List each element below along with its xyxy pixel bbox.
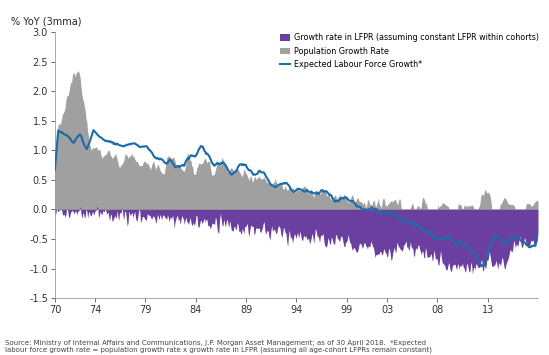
Text: % YoY (3mma): % YoY (3mma) <box>12 17 82 27</box>
Text: Source: Ministry of Internal Affairs and Communications, J.P. Morgan Asset Manag: Source: Ministry of Internal Affairs and… <box>5 340 433 353</box>
Legend: Growth rate in LFPR (assuming constant LFPR within cohorts), Population Growth R: Growth rate in LFPR (assuming constant L… <box>280 33 539 69</box>
